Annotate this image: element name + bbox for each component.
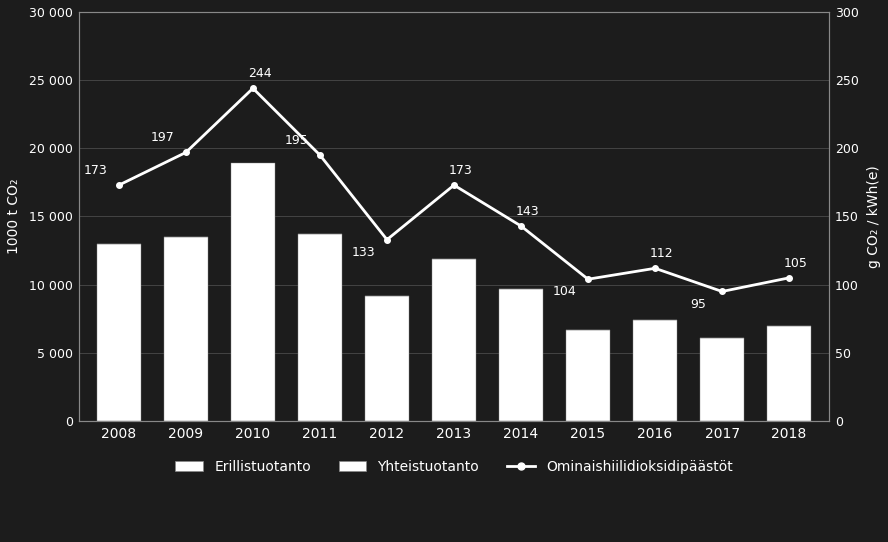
Text: 143: 143	[516, 205, 540, 218]
Bar	[231, 163, 274, 421]
Text: 197: 197	[151, 131, 174, 144]
Bar	[298, 234, 342, 421]
Bar	[567, 330, 610, 421]
Ominaishiilidioksidipäästöt	[650, 265, 661, 272]
Bar	[633, 320, 677, 421]
Legend: Erillistuotanto, Yhteistuotanto, Ominaishiilidioksidipäästöt: Erillistuotanto, Yhteistuotanto, Ominais…	[170, 454, 738, 480]
Bar	[499, 289, 543, 421]
Text: 133: 133	[352, 246, 376, 259]
Ominaishiilidioksidipäästöt	[583, 276, 593, 282]
Text: 112: 112	[650, 247, 674, 260]
Bar	[432, 259, 476, 421]
Text: 104: 104	[552, 285, 576, 298]
Bar	[701, 338, 744, 421]
Text: 173: 173	[448, 164, 472, 177]
Ominaishiilidioksidipäästöt	[180, 149, 191, 156]
Ominaishiilidioksidipäästöt	[248, 85, 258, 92]
Ominaishiilidioksidipäästöt	[717, 288, 727, 295]
Text: 244: 244	[248, 67, 272, 80]
Ominaishiilidioksidipäästöt	[448, 182, 459, 189]
Ominaishiilidioksidipäästöt	[784, 275, 795, 281]
Text: 95: 95	[691, 298, 707, 311]
Bar	[365, 295, 408, 421]
Text: 173: 173	[83, 164, 107, 177]
Text: 105: 105	[784, 257, 808, 270]
Y-axis label: 1000 t CO₂: 1000 t CO₂	[7, 179, 21, 254]
Bar	[97, 244, 140, 421]
Ominaishiilidioksidipäästöt	[516, 223, 527, 229]
Bar	[164, 237, 208, 421]
Y-axis label: g CO₂ / kWh(e): g CO₂ / kWh(e)	[867, 165, 881, 268]
Bar	[767, 326, 811, 421]
Line: Ominaishiilidioksidipäästöt: Ominaishiilidioksidipäästöt	[116, 86, 792, 294]
Text: 195: 195	[285, 134, 308, 147]
Ominaishiilidioksidipäästöt	[382, 236, 392, 243]
Ominaishiilidioksidipäästöt	[114, 182, 124, 189]
Ominaishiilidioksidipäästöt	[314, 152, 325, 158]
